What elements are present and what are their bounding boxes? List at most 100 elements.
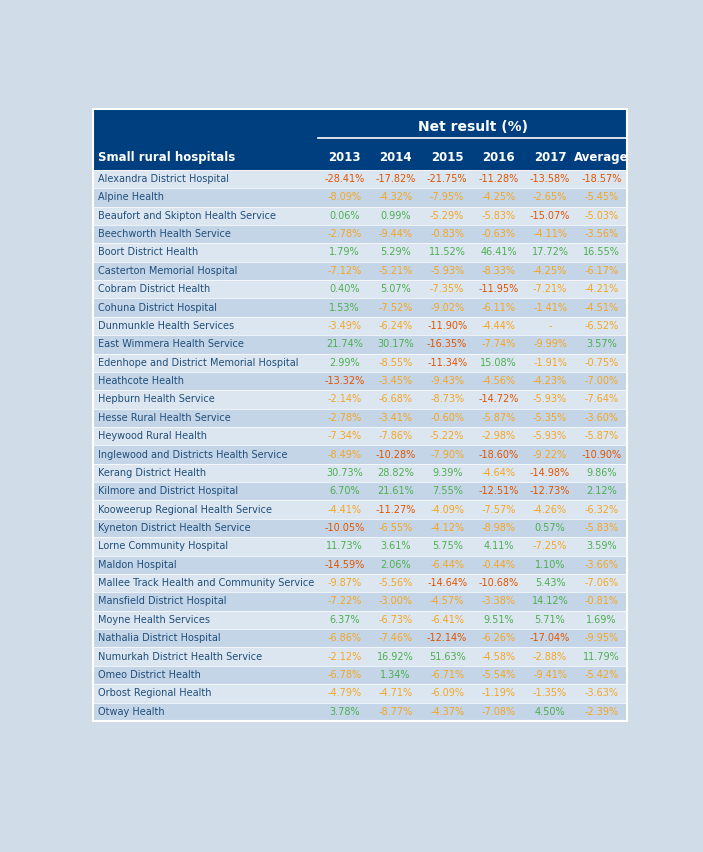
Text: -7.00%: -7.00% [584, 376, 619, 386]
Text: 4.50%: 4.50% [535, 706, 565, 717]
Text: 5.43%: 5.43% [535, 579, 565, 588]
Text: 9.86%: 9.86% [586, 468, 617, 478]
Text: -6.26%: -6.26% [482, 633, 516, 643]
Text: -4.25%: -4.25% [533, 266, 567, 276]
Text: -5.29%: -5.29% [430, 210, 464, 221]
Text: -7.52%: -7.52% [378, 302, 413, 313]
Text: 0.99%: 0.99% [380, 210, 411, 221]
Text: -3.45%: -3.45% [379, 376, 413, 386]
Text: -0.83%: -0.83% [430, 229, 464, 239]
Bar [93, 427, 627, 446]
Text: 21.61%: 21.61% [378, 486, 414, 496]
Text: 0.57%: 0.57% [535, 523, 565, 533]
Text: -10.68%: -10.68% [479, 579, 519, 588]
Text: 2013: 2013 [328, 151, 361, 164]
Text: -28.41%: -28.41% [324, 174, 364, 184]
Text: -5.87%: -5.87% [584, 431, 619, 441]
Text: 1.53%: 1.53% [329, 302, 359, 313]
Text: -2.12%: -2.12% [327, 652, 361, 662]
Text: -5.83%: -5.83% [482, 210, 516, 221]
Text: -7.08%: -7.08% [482, 706, 516, 717]
Text: Inglewood and Districts Health Service: Inglewood and Districts Health Service [98, 450, 288, 459]
Text: -0.75%: -0.75% [584, 358, 619, 368]
Text: 17.72%: 17.72% [531, 247, 569, 257]
Text: -5.22%: -5.22% [430, 431, 464, 441]
Text: -8.98%: -8.98% [482, 523, 515, 533]
Text: -7.64%: -7.64% [584, 394, 619, 405]
Text: Otway Health: Otway Health [98, 706, 165, 717]
Text: -4.09%: -4.09% [430, 504, 464, 515]
Text: -4.56%: -4.56% [482, 376, 516, 386]
Text: -3.63%: -3.63% [584, 688, 619, 699]
Bar [93, 262, 627, 280]
Text: -14.72%: -14.72% [479, 394, 519, 405]
Text: -8.49%: -8.49% [327, 450, 361, 459]
Text: -4.79%: -4.79% [327, 688, 361, 699]
Text: -11.34%: -11.34% [427, 358, 467, 368]
Text: -7.86%: -7.86% [379, 431, 413, 441]
Text: Cohuna District Hospital: Cohuna District Hospital [98, 302, 217, 313]
Bar [93, 188, 627, 206]
Bar [93, 703, 627, 721]
Text: -4.41%: -4.41% [327, 504, 361, 515]
Text: -9.41%: -9.41% [533, 670, 567, 680]
Text: -3.56%: -3.56% [584, 229, 619, 239]
Text: -6.09%: -6.09% [430, 688, 464, 699]
Text: -12.73%: -12.73% [530, 486, 570, 496]
Text: Hesse Rural Health Service: Hesse Rural Health Service [98, 413, 231, 423]
Text: -8.33%: -8.33% [482, 266, 515, 276]
Text: 2.99%: 2.99% [329, 358, 359, 368]
Text: -4.64%: -4.64% [482, 468, 515, 478]
Text: -7.74%: -7.74% [482, 339, 516, 349]
Text: -11.27%: -11.27% [375, 504, 416, 515]
Text: -5.45%: -5.45% [584, 193, 619, 203]
Text: -4.21%: -4.21% [584, 285, 619, 294]
Bar [93, 556, 627, 574]
Text: -7.06%: -7.06% [584, 579, 619, 588]
Text: 2.12%: 2.12% [586, 486, 617, 496]
Text: Net result (%): Net result (%) [418, 120, 528, 134]
Text: -5.87%: -5.87% [482, 413, 516, 423]
Text: -6.32%: -6.32% [584, 504, 619, 515]
Text: Hepburn Health Service: Hepburn Health Service [98, 394, 214, 405]
Text: 46.41%: 46.41% [480, 247, 517, 257]
Text: Boort District Health: Boort District Health [98, 247, 198, 257]
Text: -6.78%: -6.78% [327, 670, 361, 680]
Text: -5.83%: -5.83% [584, 523, 619, 533]
Text: 2016: 2016 [482, 151, 515, 164]
Text: -4.23%: -4.23% [533, 376, 567, 386]
Text: -5.42%: -5.42% [584, 670, 619, 680]
Text: Heathcote Health: Heathcote Health [98, 376, 183, 386]
Text: 51.63%: 51.63% [429, 652, 465, 662]
Text: -: - [548, 321, 552, 331]
Text: Mallee Track Health and Community Service: Mallee Track Health and Community Servic… [98, 579, 314, 588]
Text: 2017: 2017 [534, 151, 567, 164]
Text: -6.11%: -6.11% [482, 302, 515, 313]
Text: -7.25%: -7.25% [533, 541, 567, 551]
Text: 4.11%: 4.11% [484, 541, 514, 551]
Text: -8.09%: -8.09% [327, 193, 361, 203]
Text: Omeo District Health: Omeo District Health [98, 670, 200, 680]
Bar [93, 463, 627, 482]
Bar [93, 592, 627, 611]
Text: Beaufort and Skipton Health Service: Beaufort and Skipton Health Service [98, 210, 276, 221]
Text: -3.66%: -3.66% [584, 560, 619, 570]
Text: 5.29%: 5.29% [380, 247, 411, 257]
Bar [93, 145, 627, 170]
Text: 21.74%: 21.74% [325, 339, 363, 349]
Bar [93, 629, 627, 648]
Text: Dunmunkle Health Services: Dunmunkle Health Services [98, 321, 234, 331]
Text: 1.10%: 1.10% [535, 560, 565, 570]
Text: 2014: 2014 [380, 151, 412, 164]
Text: -4.37%: -4.37% [430, 706, 464, 717]
Text: -9.43%: -9.43% [430, 376, 464, 386]
Text: -14.98%: -14.98% [530, 468, 570, 478]
Text: -11.28%: -11.28% [479, 174, 519, 184]
Text: -5.93%: -5.93% [533, 394, 567, 405]
Text: -18.60%: -18.60% [479, 450, 519, 459]
Text: Mansfield District Hospital: Mansfield District Hospital [98, 596, 226, 607]
Text: -3.60%: -3.60% [584, 413, 619, 423]
Text: -6.73%: -6.73% [379, 615, 413, 625]
Bar [93, 298, 627, 317]
Text: -21.75%: -21.75% [427, 174, 467, 184]
